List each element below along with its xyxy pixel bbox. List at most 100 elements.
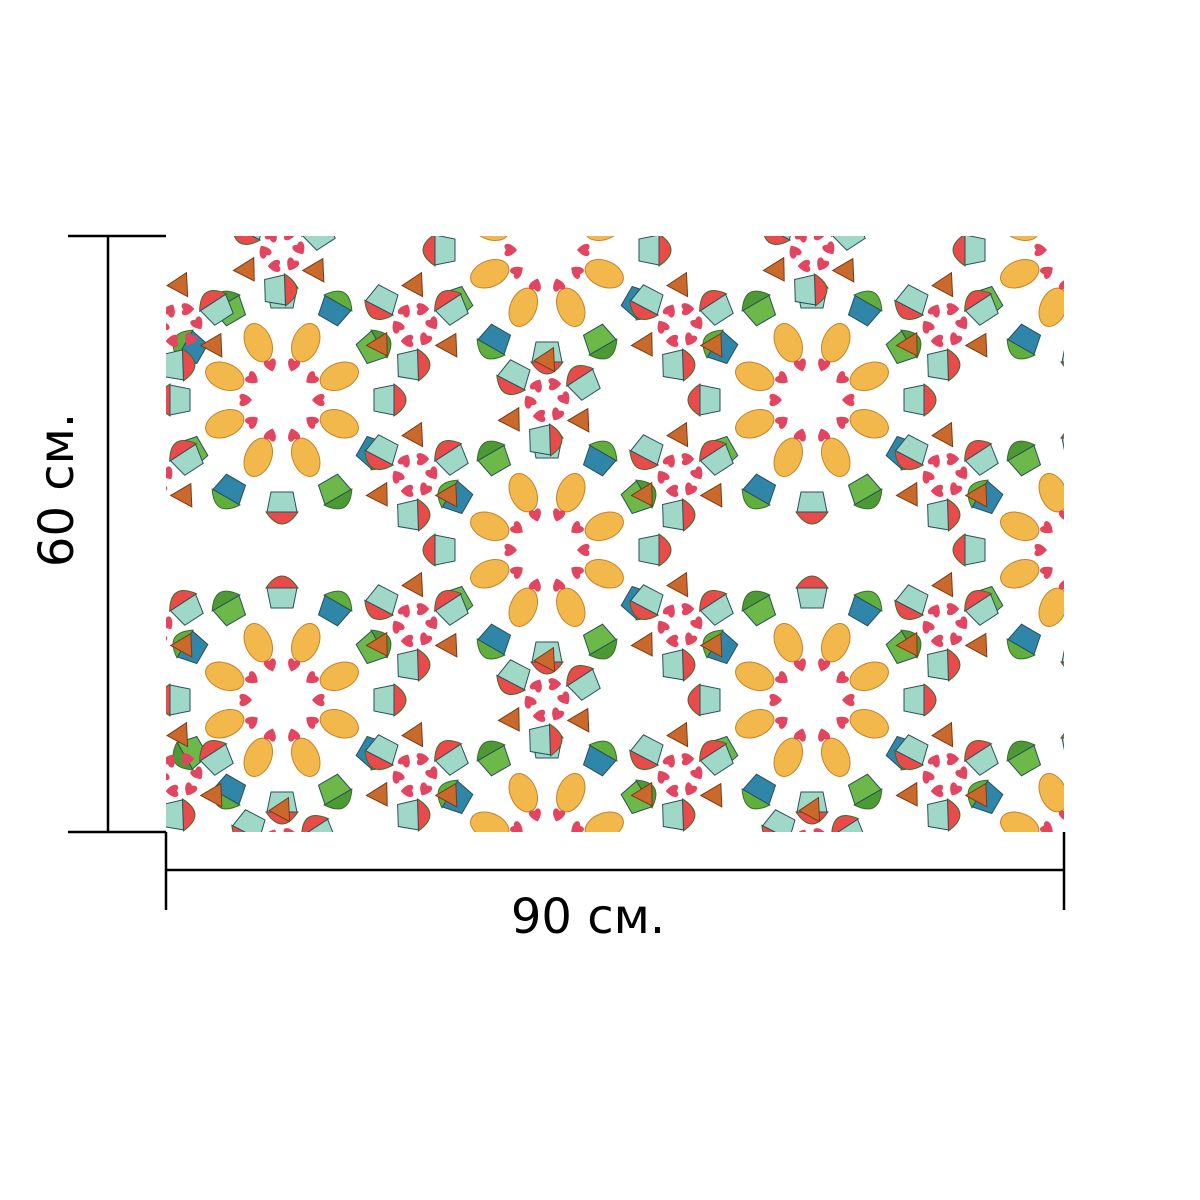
pastry xyxy=(0,469,13,516)
cupcake xyxy=(1001,135,1045,179)
cupcake-cup xyxy=(101,583,137,615)
cupcake-top xyxy=(106,174,132,208)
cupcake xyxy=(231,236,266,245)
heart xyxy=(1040,821,1053,832)
cupcake-cup xyxy=(132,650,153,681)
cupcake-top xyxy=(946,348,961,382)
heart xyxy=(1039,863,1056,880)
cupcake-cup xyxy=(1169,235,1189,265)
heart xyxy=(662,604,675,618)
cupcake xyxy=(1,942,33,974)
heart xyxy=(685,632,698,646)
cupcake-cup xyxy=(101,433,137,465)
treat xyxy=(131,333,162,363)
heart xyxy=(124,618,141,635)
heart xyxy=(0,277,14,293)
cupcake-top xyxy=(471,939,505,965)
heart xyxy=(181,753,195,766)
cupcake-top xyxy=(265,575,299,589)
cupcake-top xyxy=(1119,939,1153,965)
cupcake-top xyxy=(476,338,506,360)
cupcake-cup xyxy=(132,500,153,531)
cupcake-cup xyxy=(50,922,86,954)
heart xyxy=(930,634,944,647)
cupcake-top xyxy=(658,236,672,267)
treat xyxy=(401,571,424,598)
cupcake-top xyxy=(231,236,262,245)
treat xyxy=(931,721,954,748)
heart xyxy=(259,245,272,259)
cupcake-cup xyxy=(699,593,734,626)
pastry xyxy=(849,361,889,392)
cupcake-top xyxy=(531,962,563,974)
pastry xyxy=(470,258,510,289)
cupcake-top xyxy=(1061,126,1093,138)
cupcake-top xyxy=(1189,534,1200,566)
cupcake-top xyxy=(283,273,298,307)
heart xyxy=(151,453,164,466)
cupcake-top xyxy=(1189,834,1200,866)
cupcake-cup xyxy=(478,146,514,178)
cupcake-cup xyxy=(794,274,816,306)
cupcake-top xyxy=(1,362,33,374)
cupcake-cup xyxy=(638,534,660,566)
cupcake xyxy=(423,834,455,866)
heart xyxy=(504,544,517,556)
cupcake xyxy=(619,174,663,218)
cupcake-cup xyxy=(532,138,562,158)
heart xyxy=(550,208,565,224)
heart xyxy=(0,877,14,893)
cupcake xyxy=(1060,733,1064,751)
heart xyxy=(400,484,414,497)
cupcake-cup xyxy=(566,668,601,701)
cupcake-top xyxy=(548,723,563,757)
height-label: 60 см. xyxy=(29,413,85,567)
heart xyxy=(397,454,410,468)
cupcake-cup xyxy=(477,323,512,356)
pastry xyxy=(51,207,98,246)
cupcake-top xyxy=(636,174,662,208)
cupcake-cup xyxy=(496,659,531,691)
treat xyxy=(136,573,157,598)
heart xyxy=(510,821,523,832)
heart xyxy=(571,521,584,534)
heart xyxy=(283,828,297,832)
pastry xyxy=(466,854,513,893)
cupcake-cup xyxy=(619,181,651,217)
cupcake-cup xyxy=(1110,446,1146,478)
heart xyxy=(690,316,703,330)
pastry xyxy=(470,558,510,589)
heart xyxy=(306,416,319,429)
cupcake-top xyxy=(531,126,563,138)
cupcake xyxy=(795,491,829,525)
cupcake-cup xyxy=(434,236,456,266)
treat xyxy=(101,633,132,663)
heart xyxy=(946,303,960,316)
cupcake-top xyxy=(962,892,988,926)
treat xyxy=(434,782,458,808)
cupcake-cup xyxy=(831,818,866,832)
treat xyxy=(931,421,954,448)
cupcake-top xyxy=(953,834,965,866)
heart xyxy=(922,770,935,784)
treat xyxy=(630,331,653,357)
pastry xyxy=(1111,254,1158,293)
pastry xyxy=(1081,884,1120,931)
pastry xyxy=(21,284,60,331)
cupcake-cup xyxy=(699,743,734,776)
cupcake-cup xyxy=(317,594,352,627)
pastry xyxy=(1081,469,1120,516)
cupcake-top xyxy=(166,383,171,417)
heart xyxy=(245,671,258,684)
heart xyxy=(524,395,537,409)
heart xyxy=(922,320,935,334)
heart xyxy=(267,259,281,272)
cupcake-cup xyxy=(2,942,32,962)
cupcake xyxy=(166,683,191,717)
treat xyxy=(699,632,723,658)
cupcake-top xyxy=(423,834,435,866)
pastry xyxy=(584,511,624,542)
pastry xyxy=(0,884,13,931)
cupcake xyxy=(964,290,999,326)
heart xyxy=(1080,508,1095,524)
